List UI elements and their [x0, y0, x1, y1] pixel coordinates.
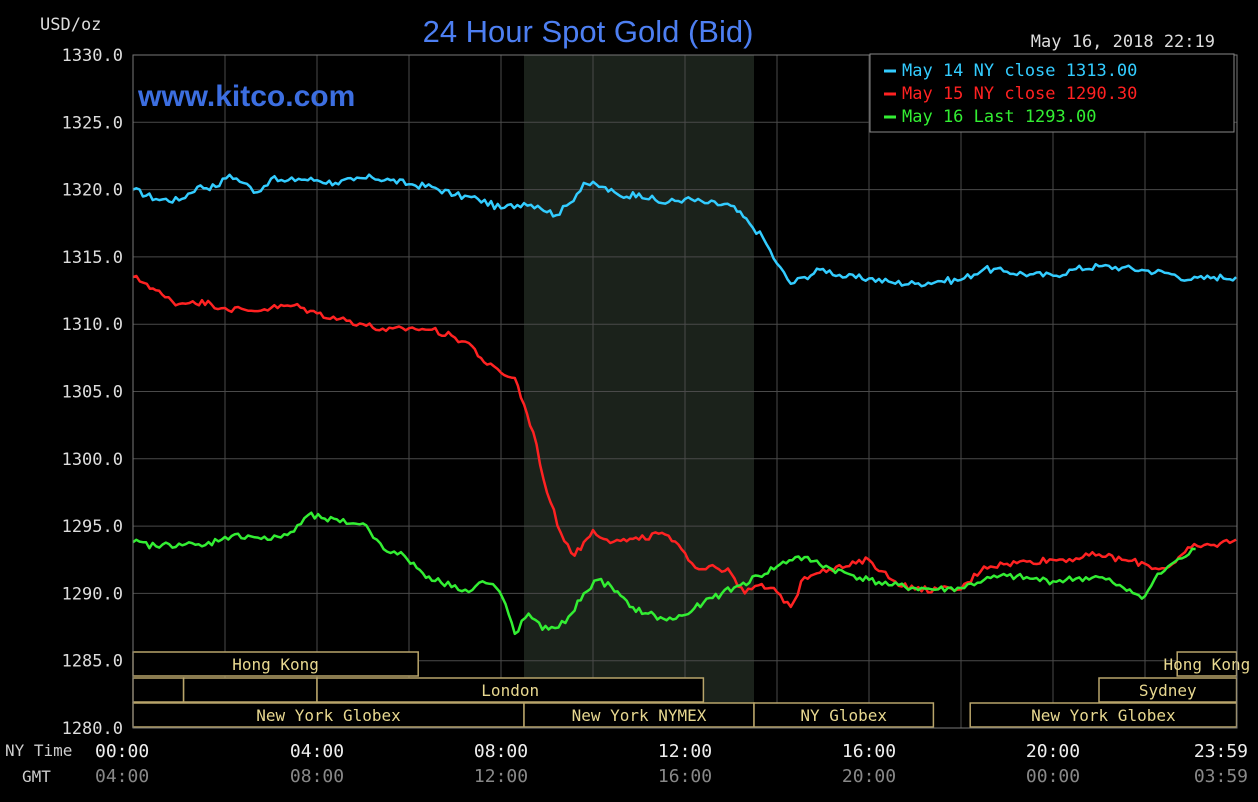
x-tick-label-ny: 04:00 — [290, 741, 344, 762]
y-tick-label: 1325.0 — [62, 113, 123, 133]
y-tick-label: 1330.0 — [62, 46, 123, 66]
session-label: London — [481, 681, 539, 700]
x-row-label-ny: NY Time — [5, 741, 72, 760]
session-label: Hong Kong — [232, 655, 319, 674]
y-tick-label: 1290.0 — [62, 584, 123, 604]
x-tick-label-ny: 12:00 — [658, 741, 712, 762]
price-series — [132, 173, 1237, 636]
x-tick-label-ny: 08:00 — [474, 741, 528, 762]
series-line — [132, 511, 1196, 636]
session-bar — [969, 702, 1238, 728]
trading-sessions: Hong Kong Hong Kong London Sydney New York G… — [132, 651, 1251, 728]
x-tick-label-ny: 00:00 — [95, 741, 149, 762]
y-tick-label: 1285.0 — [62, 652, 123, 672]
x-tick-label-gmt: 03:59 — [1194, 766, 1248, 787]
session-label: New York NYMEX — [572, 706, 707, 725]
x-tick-label-gmt: 16:00 — [658, 766, 712, 787]
x-tick-label-gmt: 08:00 — [290, 766, 344, 787]
series-line — [132, 173, 1237, 288]
session-bar — [132, 677, 185, 703]
session-bar — [182, 677, 318, 703]
x-tick-label-ny: 20:00 — [1026, 741, 1080, 762]
series-line — [132, 274, 1237, 609]
y-tick-label: 1300.0 — [62, 450, 123, 470]
y-tick-label: 1315.0 — [62, 248, 123, 268]
session-label: Sydney — [1139, 681, 1197, 700]
session-bar — [1176, 651, 1238, 677]
y-tick-label: 1305.0 — [62, 383, 123, 403]
session-bar — [753, 702, 935, 728]
y-tick-label: 1295.0 — [62, 517, 123, 537]
legend-label: May 15 NY close 1290.30 — [902, 84, 1137, 104]
chart-title: 24 Hour Spot Gold (Bid) — [423, 14, 754, 49]
plot-frame — [132, 54, 1238, 729]
legend-label: May 16 Last 1293.00 — [902, 107, 1096, 127]
x-tick-label-gmt: 20:00 — [842, 766, 896, 787]
session-bar — [316, 677, 705, 703]
legend-label: May 14 NY close 1313.00 — [902, 61, 1137, 81]
y-axis-ticks: 1330.0 1325.0 1320.0 1315.0 1310.0 1305.0 1300… — [62, 46, 123, 739]
session-label: NY Globex — [800, 706, 887, 725]
chart-timestamp: May 16, 2018 22:19 — [1031, 32, 1215, 52]
session-bar — [132, 651, 419, 677]
session-label: New York Globex — [256, 706, 401, 725]
x-tick-label-gmt: 04:00 — [95, 766, 149, 787]
x-tick-label-gmt: 00:00 — [1026, 766, 1080, 787]
x-tick-label-ny: 23:59 — [1194, 741, 1248, 762]
x-tick-label-ny: 16:00 — [842, 741, 896, 762]
legend-box — [869, 53, 1235, 133]
legend: May 14 NY close 1313.00 May 15 NY close 1… — [869, 53, 1235, 133]
x-row-label-gmt: GMT — [22, 767, 51, 786]
session-label: New York Globex — [1031, 706, 1176, 725]
x-axis-ticks: 00:00 04:00 08:00 12:00 16:00 20:00 23:59 04:00… — [95, 741, 1248, 787]
y-tick-label: 1310.0 — [62, 315, 123, 335]
session-label: Hong Kong — [1164, 655, 1251, 674]
y-tick-label: 1320.0 — [62, 181, 123, 201]
chart-subtitle: www.kitco.com — [137, 80, 355, 113]
y-tick-label: 1280.0 — [62, 719, 123, 739]
y-axis-label: USD/oz — [40, 15, 101, 35]
x-tick-label-gmt: 12:00 — [474, 766, 528, 787]
